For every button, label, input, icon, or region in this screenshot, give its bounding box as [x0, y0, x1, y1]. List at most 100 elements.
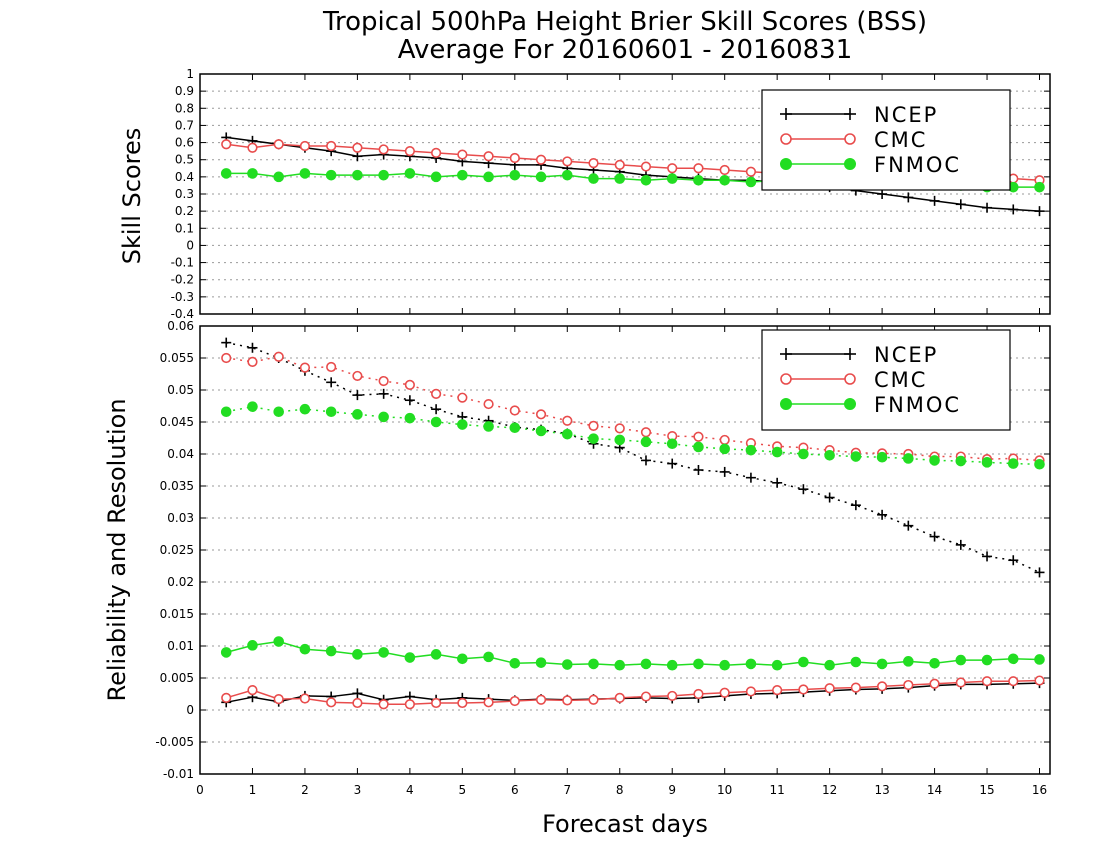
reliability-resolution-y-tick-label: 0.05: [167, 383, 194, 397]
cmc-reliability-point: [221, 692, 232, 703]
skill-score-y-tick-label: 0.8: [175, 101, 194, 115]
fnmoc-point: [588, 173, 599, 184]
ncep-point: [1034, 567, 1045, 578]
cmc-point: [562, 156, 573, 167]
fnmoc-resolution-point: [457, 653, 468, 665]
fnmoc-legend-label: FNMOC: [874, 393, 961, 417]
x-tick-label: 12: [822, 783, 837, 797]
ncep-point: [903, 192, 914, 203]
fnmoc-point: [666, 173, 678, 184]
cmc-point: [299, 362, 311, 373]
cmc-point: [588, 420, 599, 431]
fnmoc-point: [430, 416, 442, 428]
fnmoc-point: [483, 421, 494, 432]
fnmoc-point: [561, 169, 573, 181]
cmc-reliability-point: [431, 697, 442, 709]
fnmoc-resolution-point: [929, 657, 940, 669]
reliability-resolution-y-tick-label: 0: [186, 703, 194, 717]
cmc-point: [378, 144, 389, 155]
ncep-point: [982, 551, 993, 562]
ncep-legend-marker: [844, 108, 856, 120]
fnmoc-resolution-point: [561, 659, 573, 670]
x-tick-label: 10: [717, 783, 732, 797]
reliability-resolution-y-tick-label: 0.01: [167, 639, 194, 653]
skill-score-y-tick-label: 0.9: [175, 84, 194, 98]
cmc-point: [299, 140, 311, 152]
reliability-resolution-y-ticks: -0.01 -0.005 0 0.005 0.01 0.015 0.02 0.025 0.03 0…: [155, 319, 1050, 781]
forecast-day-x-ticks: 0 1 2 3 4 5 6 7 8 9 10 11 12 13 14 15 16: [196, 326, 1047, 797]
fnmoc-point: [771, 446, 783, 458]
ncep-point: [929, 531, 940, 542]
fnmoc-point: [352, 409, 363, 420]
ncep-point: [955, 199, 966, 210]
cmc-point: [221, 139, 232, 150]
cmc-reliability-point: [981, 676, 993, 687]
cmc-reliability-point: [667, 690, 678, 702]
x-tick-label: 13: [874, 783, 889, 797]
cmc-reliability-point: [588, 694, 599, 705]
fnmoc-point: [247, 168, 258, 179]
cmc-reliability-point: [876, 681, 888, 692]
cmc-legend-marker: [780, 133, 792, 145]
reliability-resolution-y-tick-label: 0.02: [167, 575, 194, 589]
reliability-resolution-y-tick-label: -0.01: [163, 767, 194, 781]
fnmoc-point: [404, 168, 416, 179]
skill-score-y-tick-label: 0: [186, 238, 194, 252]
fnmoc-point: [457, 169, 468, 181]
fnmoc-resolution-point: [352, 649, 363, 660]
fnmoc-point: [273, 406, 285, 418]
fnmoc-resolution-point: [1007, 653, 1019, 665]
cmc-point: [588, 158, 599, 169]
fnmoc-point: [430, 171, 442, 183]
x-tick-label: 14: [927, 783, 942, 797]
fnmoc-resolution-point: [745, 658, 757, 670]
fnmoc-point: [509, 169, 521, 181]
fnmoc-point: [745, 444, 757, 456]
fnmoc-legend-label: FNMOC: [874, 153, 961, 177]
cmc-point: [431, 388, 442, 399]
ncep-point: [929, 195, 940, 206]
cmc-reliability-point: [824, 683, 835, 694]
skill-score-y-tick-label: 0.4: [175, 170, 194, 184]
fnmoc-point: [561, 428, 573, 440]
cmc-point: [404, 146, 415, 157]
cmc-point: [640, 427, 652, 438]
cmc-point: [457, 392, 468, 403]
fnmoc-point: [378, 411, 389, 423]
ncep-point: [1034, 206, 1045, 217]
cmc-point: [378, 375, 389, 387]
fnmoc-resolution-point: [247, 640, 258, 651]
fnmoc-point: [745, 176, 757, 188]
fnmoc-point: [903, 453, 914, 464]
ncep-point: [955, 539, 966, 550]
cmc-reliability-point: [745, 686, 757, 697]
cmc-point: [640, 161, 652, 172]
cmc-point: [614, 423, 625, 434]
cmc-reliability-point: [955, 677, 966, 688]
fnmoc-point: [299, 403, 311, 415]
ncep-point: [719, 466, 730, 477]
cmc-point: [614, 159, 625, 170]
fnmoc-resolution-point: [719, 659, 730, 671]
cmc-point: [273, 139, 284, 150]
cmc-reliability-point: [352, 697, 363, 709]
cmc-point: [247, 356, 258, 367]
cmc-reliability-point: [326, 697, 337, 708]
fnmoc-resolution-point: [693, 658, 704, 670]
cmc-point: [509, 405, 520, 416]
ncep-point: [693, 465, 704, 475]
skill-score-y-tick-label: -0.3: [171, 290, 194, 304]
cmc-point: [693, 431, 704, 442]
ncep-point: [352, 390, 363, 401]
fnmoc-resolution-point: [798, 656, 809, 668]
ncep-point: [745, 472, 756, 483]
ncep-reliability-point: [352, 688, 363, 699]
ncep-point: [378, 388, 389, 399]
fnmoc-point: [981, 457, 993, 468]
fnmoc-point: [693, 441, 704, 453]
fnmoc-point: [850, 451, 862, 462]
ncep-point: [221, 337, 232, 348]
ncep-point: [640, 455, 651, 466]
reliability-resolution-y-tick-label: 0.015: [160, 607, 194, 621]
